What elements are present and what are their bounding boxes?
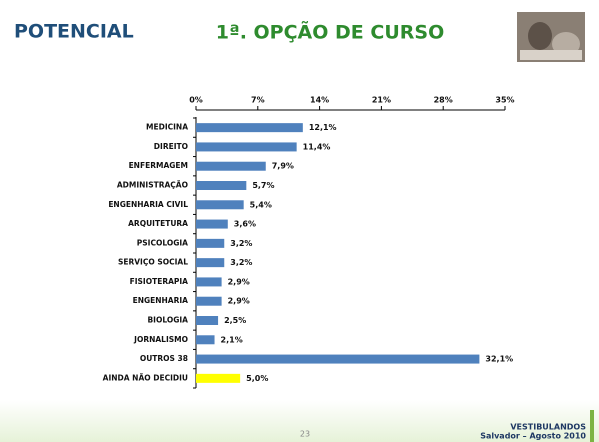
value-label: 2,1%: [221, 335, 243, 344]
bar: [196, 277, 222, 287]
bar: [196, 219, 228, 229]
bar: [196, 354, 480, 364]
value-label: 5,4%: [250, 200, 272, 209]
value-label: 12,1%: [309, 123, 337, 132]
page-number: 23: [300, 430, 310, 439]
category-label: SERVIÇO SOCIAL: [118, 258, 188, 267]
value-label: 3,2%: [230, 239, 252, 248]
footer-line: VESTIBULANDOS: [510, 423, 586, 432]
bar: [196, 123, 303, 133]
category-label: ENGENHARIA: [133, 296, 189, 305]
category-label: OUTROS 38: [140, 354, 188, 363]
category-label: MEDICINA: [146, 123, 188, 132]
footer-line: Salvador – Agosto 2010: [480, 432, 586, 441]
category-label: JORNALISMO: [133, 335, 188, 344]
footer-band: [0, 400, 599, 442]
value-label: 32,1%: [485, 355, 513, 364]
bar: [196, 258, 225, 268]
category-label: ENFERMAGEM: [129, 161, 188, 170]
bar: [196, 142, 297, 152]
value-label: 5,0%: [246, 374, 268, 383]
value-label: 5,7%: [252, 181, 274, 190]
category-label: BIOLOGIA: [147, 316, 188, 325]
value-label: 2,5%: [224, 316, 246, 325]
value-label: 11,4%: [303, 142, 331, 151]
bar: [196, 200, 244, 210]
category-label: AINDA NÃO DECIDIU: [103, 373, 188, 382]
value-label: 7,9%: [272, 162, 294, 171]
category-label: ARQUITETURA: [128, 219, 188, 228]
category-label: ADMINISTRAÇÃO: [117, 181, 188, 190]
x-tick-label: 14%: [310, 96, 329, 105]
photo: [517, 12, 585, 62]
x-tick-label: 7%: [251, 96, 265, 105]
bar: [196, 373, 241, 383]
bar: [196, 335, 215, 345]
value-label: 3,2%: [230, 258, 252, 267]
bar: [196, 181, 247, 190]
bar: [196, 161, 266, 171]
bar: [196, 316, 219, 325]
category-label: PSICOLOGIA: [137, 238, 188, 247]
footer-accent: [590, 410, 594, 442]
value-label: 2,9%: [228, 297, 250, 306]
category-label: FISIOTERAPIA: [130, 277, 189, 286]
x-tick-label: 28%: [434, 96, 453, 105]
category-label: DIREITO: [154, 142, 188, 151]
value-label: 3,6%: [234, 220, 256, 229]
slide-title: 1ª. OPÇÃO DE CURSO: [216, 20, 444, 44]
x-tick-label: 0%: [189, 96, 203, 105]
category-label: ENGENHARIA CIVIL: [108, 200, 188, 209]
bar: [196, 296, 222, 306]
x-tick-label: 35%: [495, 96, 514, 105]
x-tick-label: 21%: [372, 96, 391, 105]
value-label: 2,9%: [228, 277, 250, 286]
logo: POTENCIAL: [14, 21, 134, 43]
bar: [196, 238, 225, 248]
